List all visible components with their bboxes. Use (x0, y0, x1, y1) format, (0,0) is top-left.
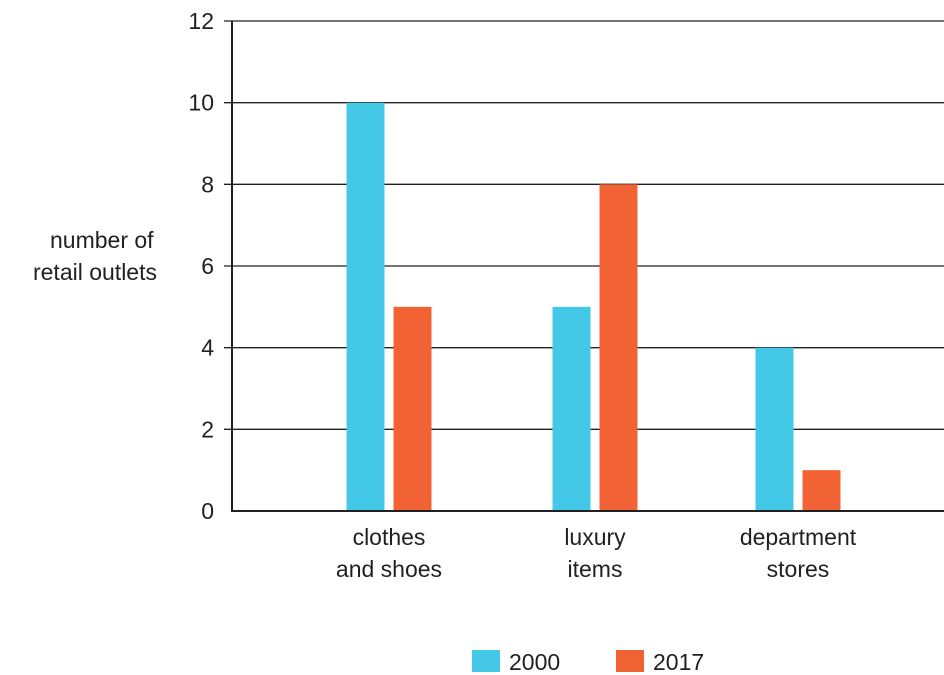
bar-2000-0 (346, 102, 385, 512)
legend: 2000 2017 (472, 649, 704, 675)
bars (346, 102, 841, 512)
x-category-label-line: department (740, 524, 857, 550)
x-category-label-line: items (568, 556, 623, 582)
x-category-label-line: and shoes (336, 556, 442, 582)
bar-2000-1 (552, 306, 591, 511)
y-axis-label-line-2: retail outlets (33, 259, 157, 285)
legend-swatch-2017 (616, 650, 644, 672)
x-category-label: clothes and shoes (336, 524, 442, 582)
y-tick-label: 4 (201, 335, 214, 361)
y-tick-label: 0 (201, 498, 214, 524)
y-tick-label: 2 (201, 416, 214, 442)
x-category-label-line: stores (767, 556, 830, 582)
y-tick-labels: 0 2 4 6 8 10 12 (188, 8, 214, 524)
y-axis-label: number of retail outlets (33, 227, 160, 285)
gridlines (224, 20, 944, 430)
x-category-label-line: clothes (353, 524, 426, 550)
legend-label-2000: 2000 (509, 649, 560, 675)
x-category-label: department stores (740, 524, 857, 582)
bar-2000-2 (755, 347, 794, 511)
y-axis-label-line-1: number of (50, 227, 154, 253)
y-tick-label: 10 (188, 90, 214, 116)
x-category-label: luxury items (564, 524, 626, 582)
bar-2017-1 (599, 184, 638, 512)
bar-2017-0 (393, 306, 432, 511)
x-category-label-line: luxury (564, 524, 626, 550)
y-tick-label: 6 (201, 253, 214, 279)
legend-swatch-2000 (472, 650, 500, 672)
x-category-labels: clothes and shoes luxury items department sto… (336, 524, 857, 582)
legend-label-2017: 2017 (653, 649, 704, 675)
bar-2017-2 (802, 470, 841, 511)
y-tick-label: 12 (188, 8, 214, 34)
y-tick-label: 8 (201, 171, 214, 197)
